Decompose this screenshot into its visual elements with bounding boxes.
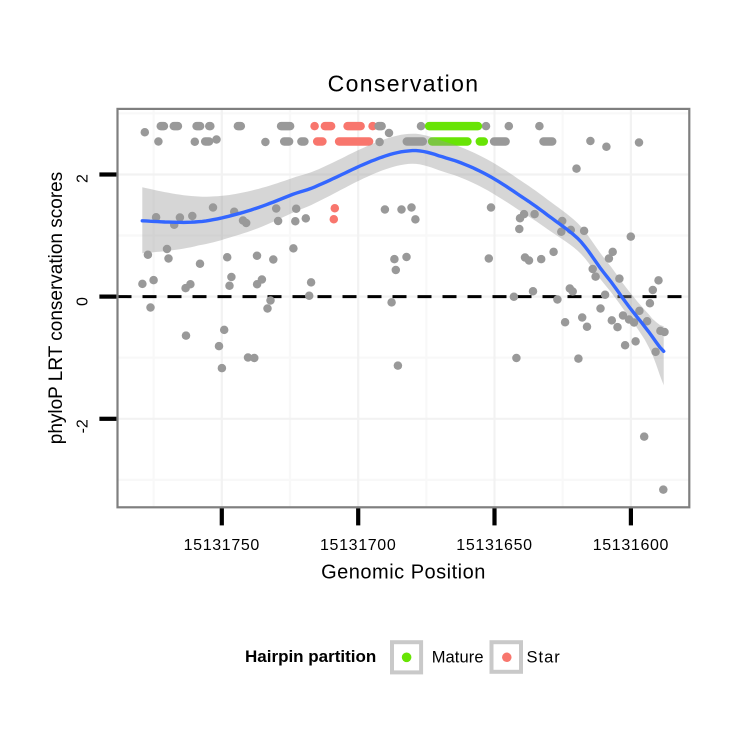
svg-text:15131650: 15131650 — [456, 537, 532, 554]
svg-text:15131600: 15131600 — [593, 537, 669, 554]
svg-text:Conservation: Conservation — [328, 71, 480, 97]
svg-text:15131750: 15131750 — [184, 537, 260, 554]
svg-text:-2: -2 — [75, 419, 92, 433]
svg-text:Mature: Mature — [432, 649, 484, 667]
svg-text:0: 0 — [75, 297, 92, 306]
svg-text:15131700: 15131700 — [320, 537, 396, 554]
svg-text:2: 2 — [75, 174, 92, 183]
svg-text:Genomic Position: Genomic Position — [321, 562, 486, 584]
svg-text:Hairpin partition: Hairpin partition — [245, 647, 376, 666]
svg-text:Star: Star — [527, 649, 561, 667]
svg-text:phyloP LRT conservation scores: phyloP LRT conservation scores — [46, 172, 67, 445]
